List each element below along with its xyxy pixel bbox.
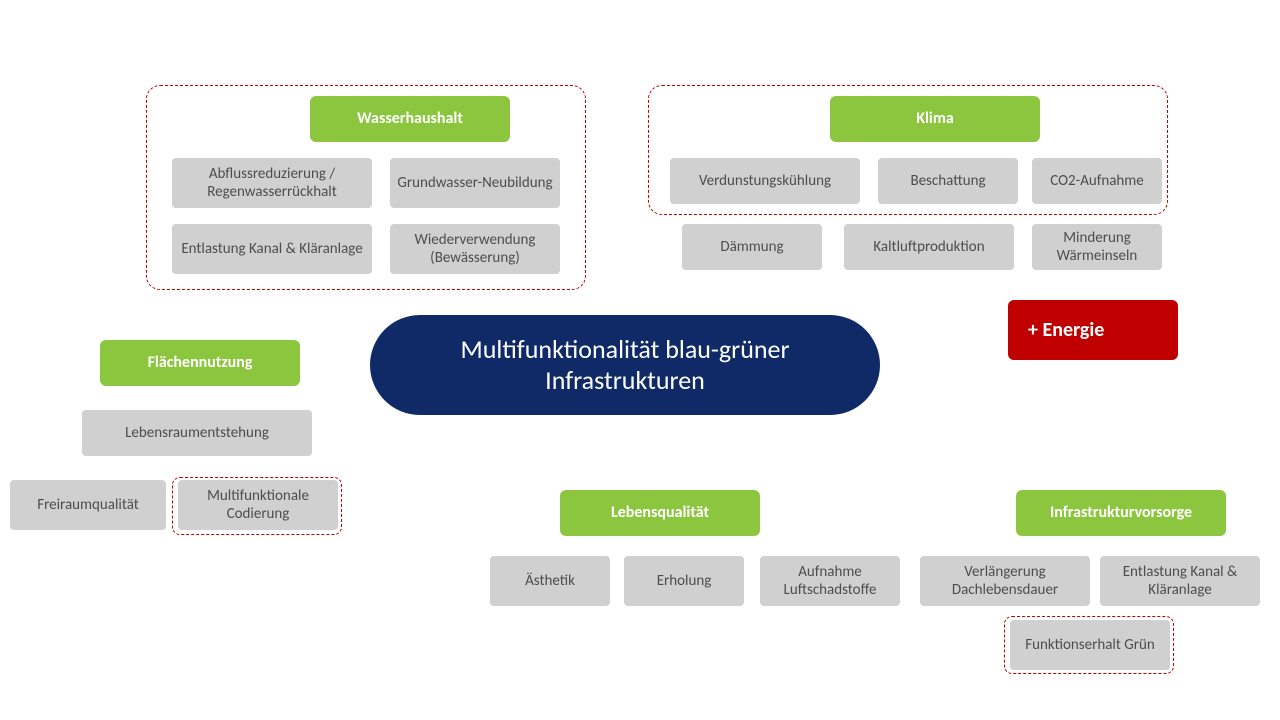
item-klima-0: Verdunstungskühlung (670, 158, 860, 204)
item-infra-0: Verlängerung Dachlebensdauer (920, 556, 1090, 606)
item-flaechen-2: Multifunktionale Codierung (178, 480, 338, 530)
header-infrastrukturvorsorge: Infrastrukturvorsorge (1016, 490, 1226, 536)
item-klima-5: Minderung Wärmeinseln (1032, 224, 1162, 270)
item-lebens-0: Ästhetik (490, 556, 610, 606)
item-klima-3: Dämmung (682, 224, 822, 270)
item-wasser-1: Grundwasser-Neubildung (390, 158, 560, 208)
item-infra-2: Funktionserhalt Grün (1010, 620, 1170, 670)
header-klima: Klima (830, 96, 1040, 142)
item-klima-1: Beschattung (878, 158, 1018, 204)
header-flaechennutzung: Flächennutzung (100, 340, 300, 386)
item-klima-2: CO2-Aufnahme (1032, 158, 1162, 204)
item-wasser-3: Wiederverwendung (Bewässerung) (390, 224, 560, 274)
item-wasser-0: Abflussreduzierung / Regenwasserrückhalt (172, 158, 372, 208)
item-lebens-1: Erholung (624, 556, 744, 606)
central-title: Multifunktionalität blau-grüner Infrastr… (370, 315, 880, 415)
header-lebensqualitaet: Lebensqualität (560, 490, 760, 536)
item-lebens-2: Aufnahme Luftschadstoffe (760, 556, 900, 606)
energie-box: + Energie (1008, 300, 1178, 360)
item-infra-1: Entlastung Kanal & Kläranlage (1100, 556, 1260, 606)
header-wasserhaushalt: Wasserhaushalt (310, 96, 510, 142)
item-wasser-2: Entlastung Kanal & Kläranlage (172, 224, 372, 274)
item-klima-4: Kaltluftproduktion (844, 224, 1014, 270)
item-flaechen-0: Lebensraumentstehung (82, 410, 312, 456)
item-flaechen-1: Freiraumqualität (10, 480, 166, 530)
